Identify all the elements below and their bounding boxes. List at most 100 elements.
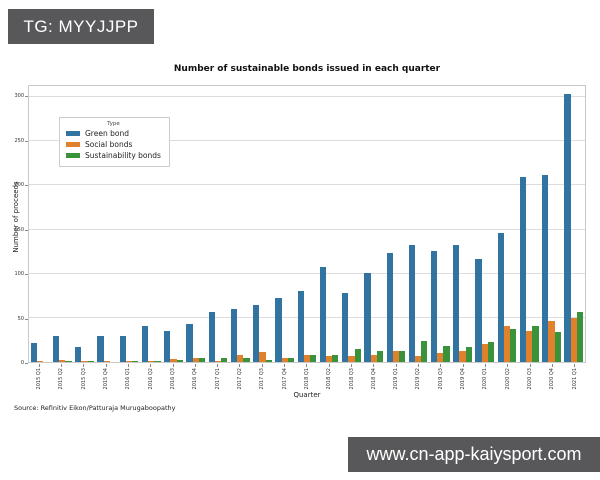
legend: Type Green bond Social bonds Sustainabilit… (59, 117, 170, 167)
bar-sustainability-bonds-2016 Q2 (154, 361, 161, 362)
legend-entry-social-bonds: Social bonds (66, 140, 161, 149)
x-tick-2017 Q2: 2017 Q2 (229, 364, 251, 394)
legend-entries: Green bond Social bonds Sustainability bon… (66, 129, 161, 160)
gridline-50 (29, 316, 585, 318)
bar-green-bond-2016 Q3 (164, 331, 171, 362)
bar-chart-figure: Number of sustainable bonds issued in ea… (0, 55, 600, 425)
bar-group-2020 Q3 (518, 86, 540, 362)
bar-green-bond-2015 Q2 (53, 335, 60, 362)
x-axis-ticks: 2015 Q1 2015 Q2 2015 Q3 2015 Q4 2016 Q1 2016 … (28, 364, 586, 394)
bar-group-2020 Q1 (474, 86, 496, 362)
bar-sustainability-bonds-2020 Q4 (554, 331, 561, 362)
x-tick-2017 Q1: 2017 Q1 (207, 364, 229, 394)
bar-green-bond-2019 Q2 (408, 245, 415, 362)
bar-group-2018 Q4 (363, 86, 385, 362)
bar-group-2020 Q4 (540, 86, 562, 362)
gridline-200 (29, 184, 585, 186)
bar-social-bonds-2018 Q2 (326, 355, 333, 362)
x-axis-label: Quarter (293, 391, 321, 399)
x-tick-label: 2016 Q2 (147, 368, 154, 390)
bar-green-bond-2020 Q3 (519, 177, 527, 362)
x-tick-mark (83, 364, 85, 367)
x-tick-2019 Q2: 2019 Q2 (407, 364, 429, 394)
x-tick-label: 2021 Q1 (571, 368, 578, 390)
x-tick-label: 2016 Q3 (170, 368, 177, 390)
bar-green-bond-2017 Q3 (253, 304, 260, 362)
x-tick-label: 2019 Q2 (415, 368, 422, 390)
x-tick-label: 2020 Q4 (549, 368, 556, 390)
legend-label: Sustainability bonds (85, 151, 161, 160)
bar-green-bond-2018 Q2 (319, 266, 327, 362)
x-tick-mark (551, 364, 553, 367)
bar-sustainability-bonds-2021 Q1 (576, 311, 584, 362)
bar-social-bonds-2019 Q2 (414, 355, 422, 362)
x-tick-mark (529, 364, 531, 367)
bar-green-bond-2020 Q4 (542, 174, 549, 362)
legend-swatch (66, 142, 80, 147)
bar-social-bonds-2019 Q3 (437, 353, 444, 362)
bar-sustainability-bonds-2018 Q4 (376, 351, 383, 362)
x-tick-2017 Q4: 2017 Q4 (273, 364, 295, 394)
y-tick-mark (25, 140, 28, 142)
bar-social-bonds-2021 Q1 (570, 317, 577, 362)
x-tick-label: 2015 Q1 (36, 368, 43, 390)
x-tick-mark (351, 364, 353, 367)
x-tick-label: 2020 Q3 (527, 368, 534, 390)
y-tick-mark (25, 96, 28, 98)
bar-group-2016 Q3 (162, 86, 184, 362)
x-tick-mark (373, 364, 375, 367)
chart-title: Number of sustainable bonds issued in ea… (173, 64, 441, 74)
tg-watermark-badge: TG: MYYJJPP (8, 9, 154, 44)
website-watermark-text: www.cn-app-kaiysport.com (366, 444, 582, 464)
legend-entry-sustainability-bonds: Sustainability bonds (66, 151, 161, 160)
bar-social-bonds-2016 Q4 (192, 357, 199, 362)
x-tick-2015 Q1: 2015 Q1 (28, 364, 50, 394)
bar-social-bonds-2020 Q1 (481, 344, 488, 362)
x-tick-2015 Q2: 2015 Q2 (50, 364, 72, 394)
bar-green-bond-2015 Q4 (97, 336, 104, 362)
x-tick-2016 Q1: 2016 Q1 (117, 364, 139, 394)
x-tick-mark (484, 364, 486, 367)
bar-green-bond-2019 Q1 (386, 253, 393, 362)
bar-social-bonds-2020 Q3 (526, 331, 533, 362)
bar-group-2020 Q2 (496, 86, 518, 362)
bar-group-2015 Q1 (29, 86, 51, 362)
bar-sustainability-bonds-2017 Q2 (243, 358, 250, 362)
x-tick-2018 Q2: 2018 Q2 (318, 364, 340, 394)
gridline-100 (29, 272, 585, 274)
bar-sustainability-bonds-2019 Q1 (398, 350, 406, 362)
bar-green-bond-2021 Q1 (564, 94, 571, 362)
x-tick-2015 Q4: 2015 Q4 (95, 364, 117, 394)
x-tick-mark (38, 364, 40, 367)
bar-green-bond-2018 Q1 (297, 291, 304, 362)
legend-swatch (66, 131, 80, 136)
x-tick-label: 2016 Q4 (192, 368, 199, 390)
x-tick-2016 Q2: 2016 Q2 (140, 364, 162, 394)
bar-sustainability-bonds-2019 Q3 (443, 346, 450, 362)
x-tick-label: 2017 Q1 (214, 368, 221, 390)
x-tick-mark (306, 364, 308, 367)
y-tick-label-100: 100 (14, 271, 24, 278)
bar-group-2016 Q1 (118, 86, 140, 362)
y-tick-mark (25, 318, 28, 320)
y-tick-label-300: 300 (14, 93, 24, 100)
legend-label: Social bonds (85, 140, 133, 149)
x-tick-label: 2018 Q3 (348, 368, 355, 390)
x-tick-2016 Q4: 2016 Q4 (184, 364, 206, 394)
bar-group-2018 Q3 (340, 86, 362, 362)
bar-green-bond-2016 Q2 (141, 325, 149, 362)
legend-entry-green-bond: Green bond (66, 129, 161, 138)
bar-sustainability-bonds-2016 Q4 (198, 357, 206, 362)
bar-social-bonds-2015 Q2 (59, 360, 66, 362)
bar-group-2019 Q2 (407, 86, 429, 362)
bar-social-bonds-2017 Q4 (281, 358, 288, 362)
bar-group-2017 Q4 (274, 86, 296, 362)
bar-green-bond-2017 Q4 (275, 297, 282, 362)
bar-group-2019 Q3 (429, 86, 451, 362)
gridline-250 (29, 140, 585, 142)
bar-sustainability-bonds-2016 Q3 (176, 360, 183, 362)
x-tick-mark (574, 364, 576, 367)
bar-green-bond-2020 Q1 (475, 258, 482, 362)
y-tick-label-250: 250 (14, 137, 24, 144)
bar-social-bonds-2019 Q1 (392, 351, 399, 362)
